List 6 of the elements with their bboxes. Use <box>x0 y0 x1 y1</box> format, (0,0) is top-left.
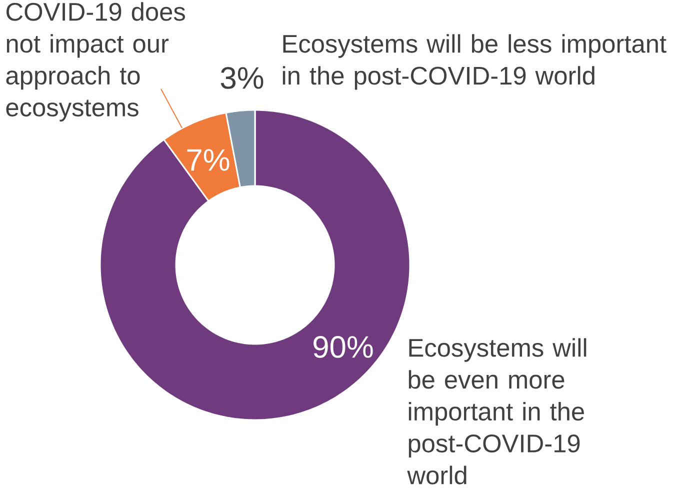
slice-label: COVID-19 does not impact our approach to ecosystems <box>6 2 185 122</box>
data-label: 7% <box>187 149 230 171</box>
data-label: 3% <box>220 67 264 89</box>
slice-label: Ecosystems will be less important in the post-COVID-19 world <box>282 34 666 90</box>
slice-label: Ecosystems will be even more important in the post-COVID-19 world <box>407 338 586 484</box>
data-label: 90% <box>314 336 373 358</box>
